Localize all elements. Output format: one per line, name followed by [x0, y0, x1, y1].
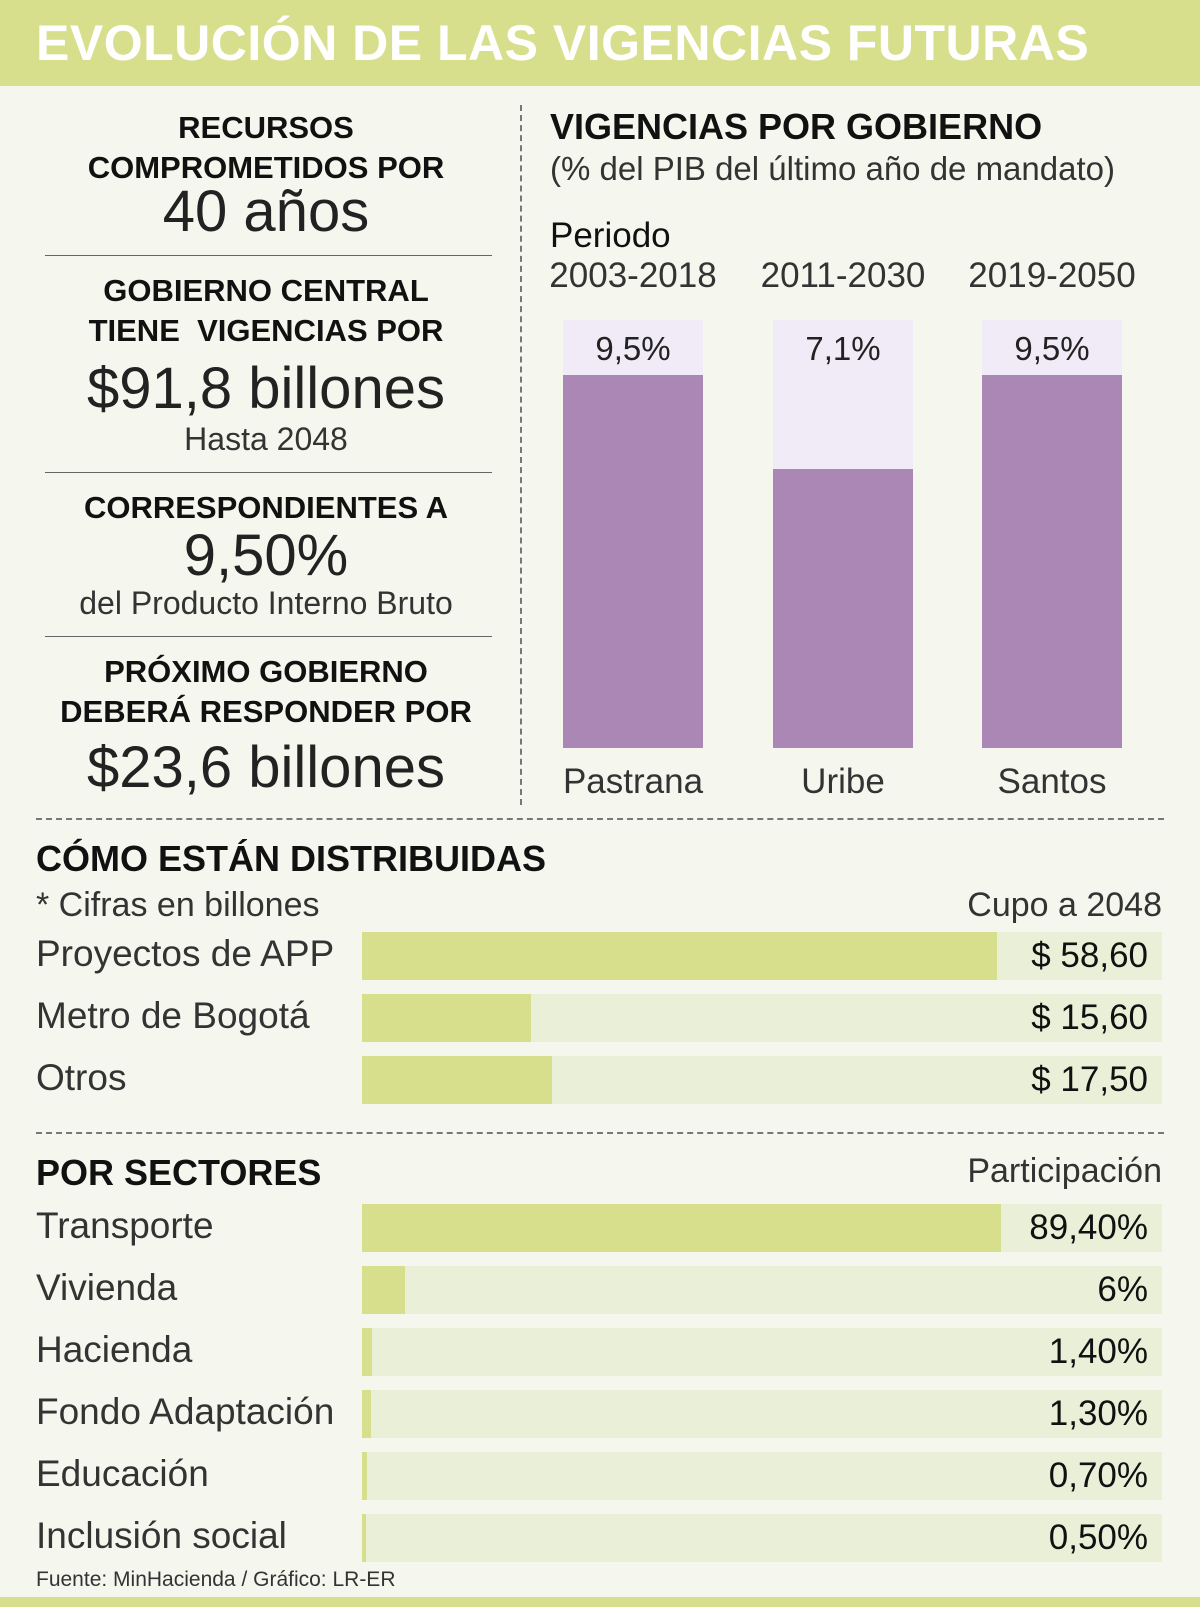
bar-value-proyectos-de-app: $ 58,60: [1031, 936, 1148, 975]
footer-bar: [0, 1597, 1200, 1607]
stat-central-label-2: TIENE VIGENCIAS POR: [88, 313, 444, 348]
bar-fill-transporte: [362, 1204, 1001, 1252]
bar-track-fondo-adaptacion: 1,30%: [362, 1390, 1162, 1438]
row-label-metro-de-bogota: Metro de Bogotá: [36, 995, 310, 1036]
sectors-value-header: Participación: [967, 1152, 1162, 1190]
distribution-value-header: Cupo a 2048: [967, 886, 1162, 924]
section-separator: [36, 1132, 1164, 1134]
stat-central-sub: Hasta 2048: [184, 421, 348, 457]
distribution-note: * Cifras en billones: [36, 886, 320, 924]
bar-track-educacion: 0,70%: [362, 1452, 1162, 1500]
distribution-title: CÓMO ESTÁN DISTRIBUIDAS: [36, 838, 547, 879]
bar-track-transporte: 89,40%: [362, 1204, 1162, 1252]
period-label-pastrana: 2003-2018: [549, 256, 717, 295]
bar-value-hacienda: 1,40%: [1048, 1332, 1148, 1371]
bar-fill-vivienda: [362, 1266, 405, 1314]
bar-value-otros: $ 17,50: [1031, 1060, 1148, 1099]
page-title: EVOLUCIÓN DE LAS VIGENCIAS FUTURAS: [36, 15, 1090, 71]
bar-value-vivienda: 6%: [1097, 1270, 1148, 1309]
bar-fill-inclusion-social: [362, 1514, 366, 1562]
stat-next-label-2: DEBERÁ RESPONDER POR: [60, 694, 472, 729]
row-label-transporte: Transporte: [36, 1205, 214, 1246]
stat-central-value: $91,8 billones: [87, 356, 445, 421]
bar-track-proyectos-de-app: $ 58,60: [362, 932, 1162, 980]
stat-resources-label: RECURSOS COMPROMETIDOS POR: [87, 110, 445, 185]
divider: [45, 636, 492, 637]
stat-pib-value: 9,50%: [183, 523, 349, 588]
bar-santos: [982, 375, 1122, 748]
bar-fill-metro-de-bogota: [362, 994, 531, 1042]
bar-track-metro-de-bogota: $ 15,60: [362, 994, 1162, 1042]
sectors-title: POR SECTORES: [36, 1152, 322, 1193]
period-label-uribe: 2011-2030: [760, 256, 926, 295]
stat-next-label-1: PRÓXIMO GOBIERNO: [104, 654, 428, 689]
bar-value-label-uribe: 7,1%: [805, 330, 881, 367]
row-label-vivienda: Vivienda: [36, 1267, 178, 1308]
bar-fill-fondo-adaptacion: [362, 1390, 371, 1438]
bar-value-transporte: 89,40%: [1029, 1208, 1148, 1247]
row-label-hacienda: Hacienda: [36, 1329, 193, 1370]
stat-next-value: $23,6 billones: [87, 735, 445, 800]
bar-fill-hacienda: [362, 1328, 372, 1376]
chart-subtitle: (% del PIB del último año de mandato): [550, 150, 1115, 187]
bar-track-otros: $ 17,50: [362, 1056, 1162, 1104]
divider: [45, 472, 492, 473]
government-label-uribe: Uribe: [801, 762, 885, 801]
vertical-separator: [520, 105, 522, 805]
bar-value-fondo-adaptacion: 1,30%: [1048, 1394, 1148, 1433]
bar-value-metro-de-bogota: $ 15,60: [1031, 998, 1148, 1037]
stat-pib-label: CORRESPONDIENTES A: [83, 490, 448, 525]
row-label-fondo-adaptacion: Fondo Adaptación: [36, 1391, 335, 1432]
bar-value-label-pastrana: 9,5%: [595, 330, 671, 367]
period-label-santos: 2019-2050: [968, 256, 1136, 295]
stat-resources-value: 40 años: [162, 179, 370, 244]
row-label-proyectos-de-app: Proyectos de APP: [36, 933, 335, 974]
bar-track-hacienda: 1,40%: [362, 1328, 1162, 1376]
bar-track-vivienda: 6%: [362, 1266, 1162, 1314]
government-label-santos: Santos: [997, 762, 1107, 801]
row-label-otros: Otros: [36, 1057, 127, 1098]
bar-value-educacion: 0,70%: [1048, 1456, 1148, 1495]
header-banner: EVOLUCIÓN DE LAS VIGENCIAS FUTURAS: [0, 0, 1200, 86]
row-label-educacion: Educación: [36, 1453, 209, 1494]
bar-pastrana: [563, 375, 703, 748]
source-note: Fuente: MinHacienda / Gráfico: LR-ER: [36, 1568, 396, 1591]
divider: [45, 255, 492, 256]
period-header: Periodo: [550, 216, 671, 255]
bar-track-inclusion-social: 0,50%: [362, 1514, 1162, 1562]
bar-fill-educacion: [362, 1452, 367, 1500]
bar-uribe: [773, 469, 913, 748]
chart-title: VIGENCIAS POR GOBIERNO: [550, 106, 1043, 147]
stat-central-label-1: GOBIERNO CENTRAL: [103, 273, 429, 308]
section-separator: [36, 818, 1164, 820]
bar-fill-proyectos-de-app: [362, 932, 997, 980]
bar-fill-otros: [362, 1056, 552, 1104]
bar-value-inclusion-social: 0,50%: [1048, 1518, 1148, 1557]
stat-pib-sub: del Producto Interno Bruto: [79, 585, 453, 621]
government-label-pastrana: Pastrana: [562, 762, 704, 801]
row-label-inclusion-social: Inclusión social: [36, 1515, 287, 1556]
bar-value-label-santos: 9,5%: [1014, 330, 1090, 367]
